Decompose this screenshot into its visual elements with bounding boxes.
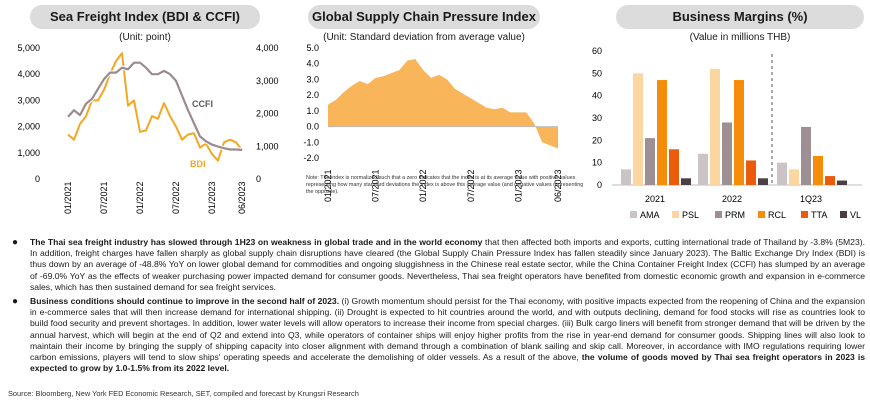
- x-tick-label: 07/2022: [466, 169, 476, 202]
- commentary: ● The Thai sea freight industry has slow…: [8, 237, 865, 377]
- bar-prm: [722, 122, 732, 185]
- legend-swatch: [630, 211, 637, 218]
- sea-freight-title: Sea Freight Index (BDI & CCFI): [30, 5, 260, 29]
- x-tick-label: 01/2023: [207, 181, 217, 214]
- bar-psl: [789, 169, 799, 185]
- bar-psl: [633, 73, 643, 185]
- y-left-tick-label: 0: [35, 174, 40, 184]
- y-tick-label: 0: [597, 180, 602, 190]
- bar-tta: [825, 176, 835, 185]
- bar-prm: [645, 138, 655, 185]
- bullet-2: ● Business conditions should continue to…: [8, 296, 865, 374]
- bar-vl: [758, 178, 768, 185]
- source-note: Source: Bloomberg, New York FED Economic…: [8, 389, 359, 398]
- y-tick-label: 10: [592, 158, 602, 168]
- y-left-tick-label: 3,000: [17, 95, 40, 105]
- y-tick-label: 30: [592, 113, 602, 123]
- bdi-label: BDI: [190, 159, 206, 169]
- ccfi-line: [67, 61, 243, 151]
- x-tick-label: 06/2023: [553, 169, 563, 202]
- y-right-tick-label: 3,000: [256, 76, 279, 86]
- y-tick-label: 5.0: [306, 43, 319, 53]
- x-tick-label: 01/2021: [63, 181, 73, 214]
- x-tick-label: 07/2021: [99, 181, 109, 214]
- bdi-line: [67, 52, 243, 162]
- margins-subtitle: (Value in millions THB): [689, 32, 791, 43]
- bar-vl: [681, 178, 691, 185]
- y-tick-label: 1.0: [306, 106, 319, 116]
- bar-ama: [698, 153, 708, 185]
- bar-ama: [777, 162, 787, 185]
- legend-label: VL: [850, 210, 861, 220]
- sea-freight-subtitle: (Unit: point): [119, 32, 171, 43]
- y-tick-label: 50: [592, 68, 602, 78]
- legend-swatch: [801, 211, 808, 218]
- bar-vl: [837, 180, 847, 185]
- y-left-tick-label: 4,000: [17, 69, 40, 79]
- y-right-tick-label: 4,000: [256, 43, 279, 53]
- y-tick-label: -2.0: [303, 153, 319, 163]
- category-label: 1Q23: [800, 194, 822, 204]
- legend-swatch: [715, 211, 722, 218]
- legend-swatch: [840, 211, 847, 218]
- gscpi-subtitle: (Unit: Standard deviation from average v…: [323, 32, 525, 43]
- y-tick-label: 20: [592, 135, 602, 145]
- bullet-dot: ●: [12, 237, 19, 248]
- bar-rcl: [813, 155, 823, 185]
- bar-prm: [801, 126, 811, 185]
- legend-label: TTA: [811, 210, 827, 220]
- bar-tta: [669, 149, 679, 185]
- bullet-1: ● The Thai sea freight industry has slow…: [8, 237, 865, 293]
- bullet-2-text: (i) Growth momentum should persist for t…: [30, 296, 865, 363]
- legend-label: PRM: [725, 210, 745, 220]
- x-tick-label: 01/2022: [418, 169, 428, 202]
- y-right-tick-label: 2,000: [256, 109, 279, 119]
- bullet-2-conclusion: the volume of goods moved by Thai sea fr…: [30, 352, 865, 374]
- x-tick-label: 01/2021: [323, 169, 333, 202]
- bar-rcl: [657, 80, 667, 185]
- legend-label: PSL: [682, 210, 699, 220]
- y-right-tick-label: 1,000: [256, 141, 279, 151]
- y-tick-label: 3.0: [306, 74, 319, 84]
- y-right-tick-label: 0: [256, 174, 261, 184]
- bar-rcl: [734, 80, 744, 185]
- x-tick-label: 07/2021: [371, 169, 381, 202]
- bar-ama: [621, 169, 631, 185]
- bullet-1-text: that then affected both imports and expo…: [30, 237, 865, 292]
- legend-swatch: [672, 211, 679, 218]
- y-left-tick-label: 5,000: [17, 43, 40, 53]
- x-tick-label: 06/2023: [237, 181, 247, 214]
- y-tick-label: 40: [592, 91, 602, 101]
- legend-swatch: [758, 211, 765, 218]
- y-tick-label: 2.0: [306, 90, 319, 100]
- legend-label: RCL: [768, 210, 786, 220]
- bullet-2-bold: Business conditions should continue to i…: [30, 296, 340, 307]
- margins-title: Business Margins (%): [616, 5, 864, 29]
- gscpi-title: Global Supply Chain Pressure Index: [308, 5, 540, 29]
- bullet-1-bold: The Thai sea freight industry has slowed…: [30, 237, 483, 247]
- y-left-tick-label: 2,000: [17, 122, 40, 132]
- category-label: 2021: [645, 194, 665, 204]
- x-tick-label: 01/2023: [513, 169, 523, 202]
- category-label: 2022: [722, 194, 742, 204]
- legend-label: AMA: [640, 210, 660, 220]
- ccfi-label: CCFI: [192, 99, 213, 109]
- bullet-dot: ●: [12, 296, 19, 308]
- y-tick-label: 0.0: [306, 122, 319, 132]
- y-tick-label: 4.0: [306, 59, 319, 69]
- y-tick-label: -1.0: [303, 137, 319, 147]
- gscpi-note: Note: The index is normalized such that …: [306, 175, 584, 195]
- y-tick-label: 60: [592, 46, 602, 56]
- bar-tta: [746, 160, 756, 185]
- bar-psl: [710, 68, 720, 185]
- y-left-tick-label: 1,000: [17, 148, 40, 158]
- x-tick-label: 01/2022: [135, 181, 145, 214]
- x-tick-label: 07/2022: [171, 181, 181, 214]
